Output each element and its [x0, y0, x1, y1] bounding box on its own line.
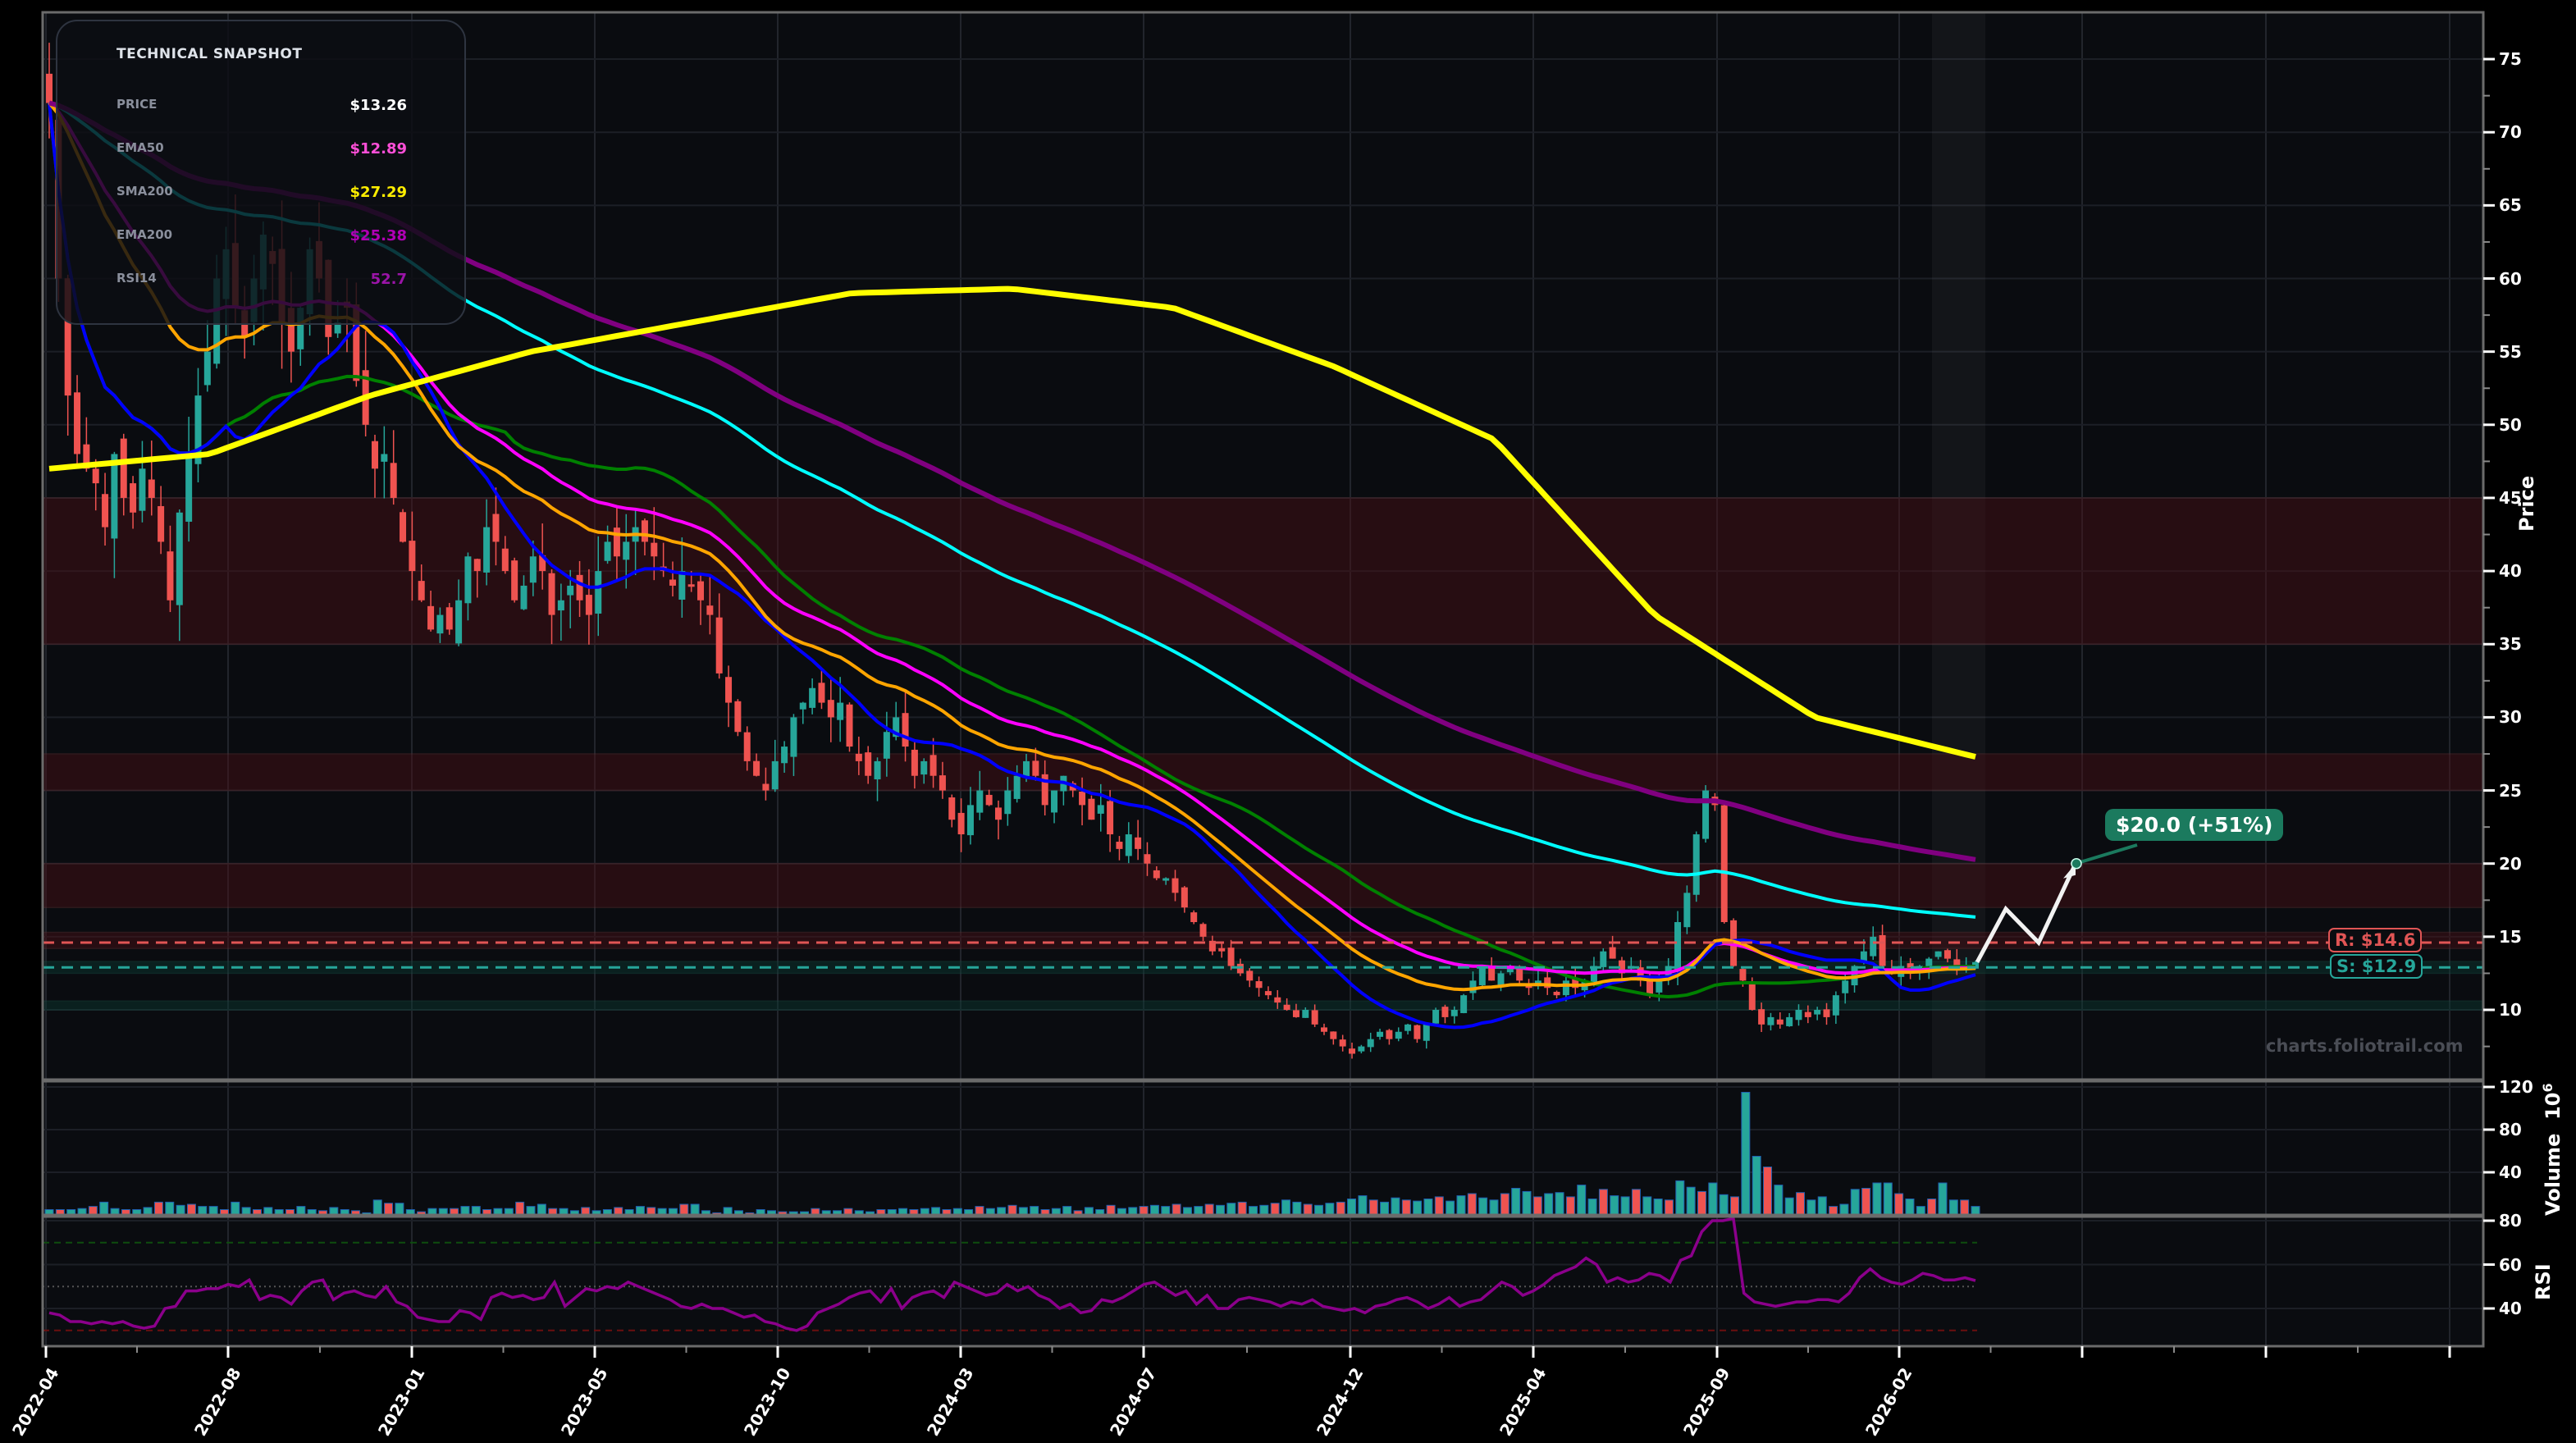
technical-snapshot-panel: TECHNICAL SNAPSHOT PRICE $13.26 EMA50 $1… — [56, 20, 466, 325]
price-tick: 75 — [2499, 49, 2522, 70]
price-tick: 15 — [2499, 926, 2522, 947]
resistance-label: R: $14.6 — [2328, 928, 2423, 952]
price-target-badge: $20.0 (+51%) — [2105, 809, 2284, 841]
volume-axis-label: Volume 106 — [2540, 1083, 2565, 1216]
snapshot-value: 52.7 — [370, 271, 407, 288]
support-label: S: $12.9 — [2330, 954, 2423, 979]
snapshot-row-ema50: EMA50 $12.89 — [116, 140, 407, 160]
price-tick: 30 — [2499, 707, 2522, 728]
snapshot-value: $12.89 — [349, 140, 407, 158]
price-axis-label: Price — [2515, 475, 2538, 532]
price-tick: 55 — [2499, 341, 2522, 362]
rsi-tick: 40 — [2499, 1299, 2522, 1318]
price-tick: 60 — [2499, 268, 2522, 289]
snapshot-label: EMA200 — [116, 227, 173, 242]
snapshot-value: $25.38 — [349, 227, 407, 244]
price-tick: 45 — [2499, 487, 2522, 508]
price-tick: 70 — [2499, 122, 2522, 143]
watermark: charts.foliotrail.com — [2266, 1036, 2464, 1056]
price-tick: 10 — [2499, 1000, 2522, 1020]
snapshot-row-rsi14: RSI14 52.7 — [116, 271, 407, 290]
snapshot-value: $13.26 — [349, 97, 407, 114]
volume-tick: 80 — [2499, 1120, 2522, 1139]
rsi-axis-label: RSI — [2532, 1263, 2555, 1300]
volume-tick: 40 — [2499, 1162, 2522, 1182]
snapshot-value: $27.29 — [349, 184, 407, 201]
volume-axis-exponent-sup: 6 — [2540, 1083, 2555, 1093]
price-tick: 65 — [2499, 195, 2522, 216]
snapshot-row-ema200: EMA200 $25.38 — [116, 227, 407, 247]
volume-tick: 120 — [2499, 1077, 2533, 1097]
snapshot-label: RSI14 — [116, 271, 157, 285]
price-tick: 20 — [2499, 853, 2522, 874]
snapshot-title: TECHNICAL SNAPSHOT — [116, 46, 303, 62]
volume-axis-label-text: Volume — [2542, 1133, 2565, 1216]
snapshot-label: SMA200 — [116, 184, 173, 199]
price-tick: 25 — [2499, 780, 2522, 801]
snapshot-row-price: PRICE $13.26 — [116, 97, 407, 116]
snapshot-label: EMA50 — [116, 140, 164, 155]
price-tick: 50 — [2499, 414, 2522, 435]
price-tick: 40 — [2499, 561, 2522, 582]
rsi-tick: 80 — [2499, 1211, 2522, 1231]
rsi-tick: 60 — [2499, 1255, 2522, 1275]
snapshot-row-sma200: SMA200 $27.29 — [116, 184, 407, 203]
volume-axis-exponent: 10 — [2542, 1092, 2565, 1120]
snapshot-label: PRICE — [116, 97, 158, 112]
price-tick: 35 — [2499, 634, 2522, 655]
